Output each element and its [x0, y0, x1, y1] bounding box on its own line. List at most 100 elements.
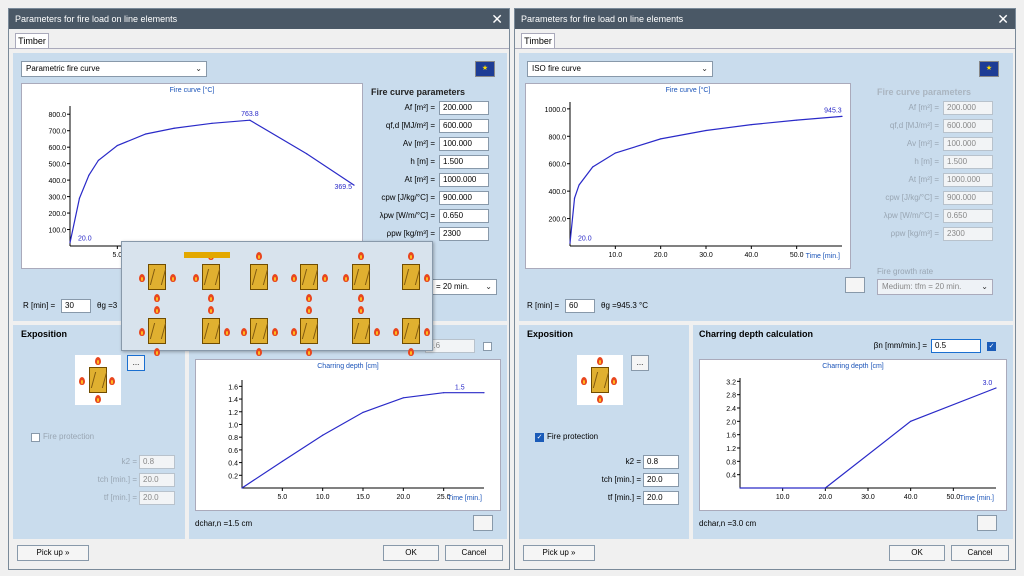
- param-input[interactable]: 1000.000: [439, 173, 489, 187]
- param-input[interactable]: 100.000: [439, 137, 489, 151]
- param-input[interactable]: 200.000: [439, 101, 489, 115]
- y-tick-label: 0.8: [228, 435, 238, 442]
- growth-rate-select[interactable]: = 20 min. ⌄: [431, 279, 497, 295]
- data-label: 763.8: [241, 111, 259, 118]
- param-input[interactable]: 600.000: [439, 119, 489, 133]
- fire-icon: [358, 252, 364, 260]
- param-input[interactable]: 0.650: [943, 209, 993, 223]
- exposition-option[interactable]: [352, 264, 370, 290]
- chevron-down-icon: ⌄: [195, 64, 202, 73]
- ok-button[interactable]: OK: [383, 545, 439, 561]
- exposition-title: Exposition: [21, 329, 68, 339]
- fire-icon: [306, 294, 312, 302]
- tab-timber[interactable]: Timber: [521, 33, 555, 49]
- chart-svg: 800.0 700.0 600.0 500.0 400.0 300.0 200.0 100.0…: [48, 106, 355, 259]
- exposition-diagram: [75, 355, 121, 405]
- data-point: [322, 434, 324, 436]
- tch-input[interactable]: 20.0: [139, 473, 175, 487]
- x-tick-label: 5.0: [112, 252, 122, 259]
- exposition-option[interactable]: [300, 318, 318, 344]
- exposition-option[interactable]: [250, 318, 268, 344]
- param-row: At [m²] = 1000.000: [363, 173, 489, 187]
- exposition-dots-button[interactable]: ...: [127, 355, 145, 371]
- data-point: [362, 411, 364, 413]
- data-point: [910, 420, 912, 422]
- data-point: [483, 392, 485, 394]
- param-input[interactable]: 1.500: [943, 155, 993, 169]
- param-label: cpw [J/kg/°C] =: [381, 193, 435, 202]
- param-input[interactable]: 0.650: [439, 209, 489, 223]
- tab-timber[interactable]: Timber: [15, 33, 49, 49]
- exposition-option[interactable]: [402, 318, 420, 344]
- tf-input[interactable]: 20.0: [139, 491, 175, 505]
- data-point: [824, 487, 826, 489]
- cancel-button[interactable]: Cancel: [445, 545, 503, 561]
- param-row: ρpw [kg/m³] = 2300: [867, 227, 993, 241]
- exposition-option[interactable]: [202, 264, 220, 290]
- k2-input[interactable]: 0.8: [139, 455, 175, 469]
- k2-input[interactable]: 0.8: [643, 455, 679, 469]
- exposition-option[interactable]: [300, 264, 318, 290]
- y-tick-label: 0.6: [228, 448, 238, 455]
- beta-input[interactable]: 0.6: [425, 339, 475, 353]
- y-tick-label: 2.0: [726, 419, 736, 426]
- param-label: ρpw [kg/m³] =: [890, 229, 939, 238]
- eu-flag-icon[interactable]: ★: [475, 61, 495, 77]
- exposition-option[interactable]: [202, 318, 220, 344]
- data-point: [739, 487, 741, 489]
- x-tick-label: 30.0: [699, 252, 713, 259]
- param-label: At [m²] =: [404, 175, 435, 184]
- tch-input[interactable]: 20.0: [643, 473, 679, 487]
- param-input[interactable]: 100.000: [943, 137, 993, 151]
- curve-type-select[interactable]: Parametric fire curve ⌄: [21, 61, 207, 77]
- beta-input[interactable]: 0.5: [931, 339, 981, 353]
- exposition-option[interactable]: [402, 264, 420, 290]
- param-input[interactable]: 2300: [943, 227, 993, 241]
- print-graph-icon[interactable]: [473, 515, 493, 531]
- param-label: λpw [W/m/°C] =: [883, 211, 939, 220]
- beta-checkbox[interactable]: ✓: [987, 342, 996, 351]
- fire-icon: [170, 274, 176, 282]
- params-title: Fire curve parameters: [877, 87, 972, 97]
- exposition-dots-button[interactable]: ...: [631, 355, 649, 371]
- param-row: cpw [J/kg/°C] = 900.000: [363, 191, 489, 205]
- param-input[interactable]: 600.000: [943, 119, 993, 133]
- tf-input[interactable]: 20.0: [643, 491, 679, 505]
- param-input[interactable]: 200.000: [943, 101, 993, 115]
- param-input[interactable]: 2300: [439, 227, 489, 241]
- pick-up-button[interactable]: Pick up »: [523, 545, 595, 561]
- ok-button[interactable]: OK: [889, 545, 945, 561]
- k2-label: k2 =: [121, 457, 137, 466]
- fire-icon: [291, 274, 297, 282]
- r-input[interactable]: 30: [61, 299, 91, 313]
- pick-up-button[interactable]: Pick up »: [17, 545, 89, 561]
- exposition-option[interactable]: [352, 318, 370, 344]
- chart-title: Charring depth [cm]: [317, 363, 379, 370]
- fire-protection-checkbox[interactable]: [31, 433, 40, 442]
- exposition-option[interactable]: [148, 264, 166, 290]
- print-graph-icon[interactable]: [977, 515, 997, 531]
- data-point: [116, 144, 118, 147]
- beta-checkbox[interactable]: [483, 342, 492, 351]
- eu-flag-icon[interactable]: ★: [979, 61, 999, 77]
- param-input[interactable]: 1000.000: [943, 173, 993, 187]
- series-line: [241, 392, 484, 489]
- exposition-option[interactable]: [148, 318, 166, 344]
- beam-section-icon: [591, 367, 609, 393]
- param-row: Av [m²] = 100.000: [867, 137, 993, 151]
- fire-icon: [241, 328, 247, 336]
- fire-protection-checkbox[interactable]: ✓: [535, 433, 544, 442]
- param-input[interactable]: 1.500: [439, 155, 489, 169]
- param-input[interactable]: 900.000: [943, 191, 993, 205]
- param-input[interactable]: 900.000: [439, 191, 489, 205]
- data-label: 3.0: [983, 380, 993, 387]
- growth-rate-select[interactable]: Medium: tfm = 20 min. ⌄: [877, 279, 993, 295]
- param-row: qf,d [MJ/m²] = 600.000: [363, 119, 489, 133]
- close-icon[interactable]: ✕: [997, 11, 1009, 27]
- curve-type-select[interactable]: ISO fire curve ⌄: [527, 61, 713, 77]
- cancel-button[interactable]: Cancel: [951, 545, 1009, 561]
- exposition-option[interactable]: [250, 264, 268, 290]
- print-graph-icon[interactable]: [845, 277, 865, 293]
- r-input[interactable]: 60: [565, 299, 595, 313]
- close-icon[interactable]: ✕: [491, 11, 503, 27]
